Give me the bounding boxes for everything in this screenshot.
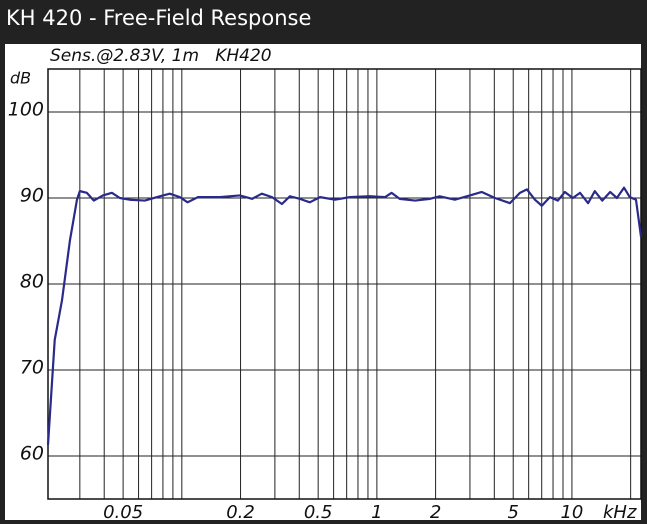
y-tick-label: 100	[8, 99, 44, 121]
y-axis-label: dB	[10, 69, 31, 88]
chart-panel	[5, 44, 641, 520]
x-tick-label: 2	[430, 502, 441, 523]
x-tick-label: 0.05	[103, 502, 143, 523]
plot-frame	[47, 68, 642, 500]
x-tick-label: 10	[560, 502, 583, 523]
chart-title: Sens.@2.83V, 1m KH420	[50, 46, 272, 66]
x-tick-label: 5	[507, 502, 518, 523]
x-tick-label: 1	[371, 502, 382, 523]
y-tick-label: 90	[20, 185, 44, 207]
x-tick-label: 0.2	[226, 502, 255, 523]
x-axis-label: kHz	[603, 502, 637, 523]
response-line	[46, 186, 643, 445]
page-title: KH 420 - Free-Field Response	[6, 6, 311, 30]
y-tick-label: 80	[20, 271, 44, 293]
y-tick-label: 70	[20, 357, 44, 379]
y-tick-label: 60	[20, 443, 44, 465]
x-tick-label: 0.5	[304, 502, 333, 523]
